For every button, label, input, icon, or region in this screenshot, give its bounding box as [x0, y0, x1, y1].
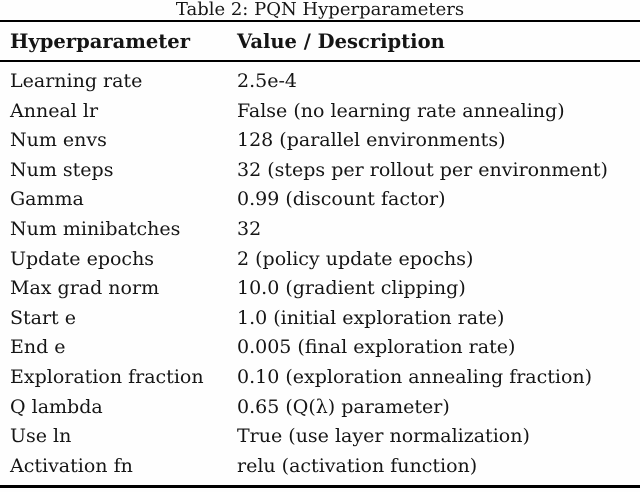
table-row: Anneal lr False (no learning rate anneali…	[0, 97, 640, 127]
value-description-cell: 32 (steps per rollout per environment)	[237, 158, 608, 181]
table-row: Num envs 128 (parallel environments)	[0, 126, 640, 156]
hyperparameter-name-cell: Anneal lr	[10, 99, 99, 122]
table-header-rule	[0, 60, 640, 62]
table-bottom-rule	[0, 485, 640, 488]
value-description-cell: 2.5e-4	[237, 70, 297, 92]
table-row: Start e 1.0 (initial exploration rate)	[0, 304, 640, 334]
table-caption: Table 2: PQN Hyperparameters	[175, 0, 465, 20]
value-description-cell: True (use layer normalization)	[237, 425, 530, 448]
value-description-cell: 0.10 (exploration annealing fraction)	[237, 365, 593, 388]
table-row: Activation fn relu (activation function)	[0, 452, 640, 482]
value-description-cell: 1.0 (initial exploration rate)	[237, 306, 505, 329]
table-row: Max grad norm 10.0 (gradient clipping)	[0, 274, 640, 304]
column-header-hyperparameter: Hyperparameter	[10, 29, 190, 53]
hyperparameter-name-cell: Activation fn	[10, 454, 133, 477]
table-header-row: Hyperparameter Value / Description	[0, 22, 640, 60]
value-description-cell: relu (activation function)	[237, 454, 478, 477]
hyperparameter-name-cell: Update epochs	[10, 247, 155, 270]
value-description-cell: 128 (parallel environments)	[237, 129, 506, 152]
table-row: Num steps 32 (steps per rollout per envir…	[0, 156, 640, 186]
hyperparameter-name-cell: Max grad norm	[10, 277, 160, 300]
hyperparameter-name-cell: Learning rate	[10, 70, 143, 92]
hyperparameter-name-cell: Exploration fraction	[10, 365, 204, 388]
table-row: Exploration fraction 0.10 (exploration an…	[0, 363, 640, 393]
hyperparameter-name-cell: Gamma	[10, 188, 84, 211]
hyperparameter-name-cell: Num steps	[10, 158, 114, 181]
column-header-value-description: Value / Description	[237, 29, 445, 53]
table-row: Q lambda 0.65 (Q(λ) parameter)	[0, 393, 640, 423]
value-description-cell: 32	[237, 217, 262, 240]
value-description-cell: 10.0 (gradient clipping)	[237, 277, 466, 300]
value-description-cell: 0.65 (Q(λ) parameter)	[237, 395, 450, 418]
value-description-cell: False (no learning rate annealing)	[237, 99, 565, 122]
hyperparameter-name-cell: Use ln	[10, 425, 72, 448]
hyperparameter-name-cell: End e	[10, 336, 66, 359]
value-description-cell: 0.005 (final exploration rate)	[237, 336, 516, 359]
table-row: End e 0.005 (final exploration rate)	[0, 333, 640, 363]
value-description-cell: 2 (policy update epochs)	[237, 247, 474, 270]
table-row: Num minibatches 32	[0, 215, 640, 245]
hyperparameter-name-cell: Num envs	[10, 129, 107, 152]
table-body: Learning rate 2.5e-4 Anneal lr False (no le…	[0, 62, 640, 481]
table-row: Update epochs 2 (policy update epochs)	[0, 245, 640, 275]
table-row: Use ln True (use layer normalization)	[0, 422, 640, 452]
hyperparameter-name-cell: Start e	[10, 306, 76, 329]
table-top-rule	[0, 20, 640, 22]
table-row: Learning rate 2.5e-4	[0, 67, 640, 97]
hyperparameter-name-cell: Num minibatches	[10, 217, 181, 240]
value-description-cell: 0.99 (discount factor)	[237, 188, 446, 211]
hyperparameter-name-cell: Q lambda	[10, 395, 103, 418]
table-row: Gamma 0.99 (discount factor)	[0, 185, 640, 215]
